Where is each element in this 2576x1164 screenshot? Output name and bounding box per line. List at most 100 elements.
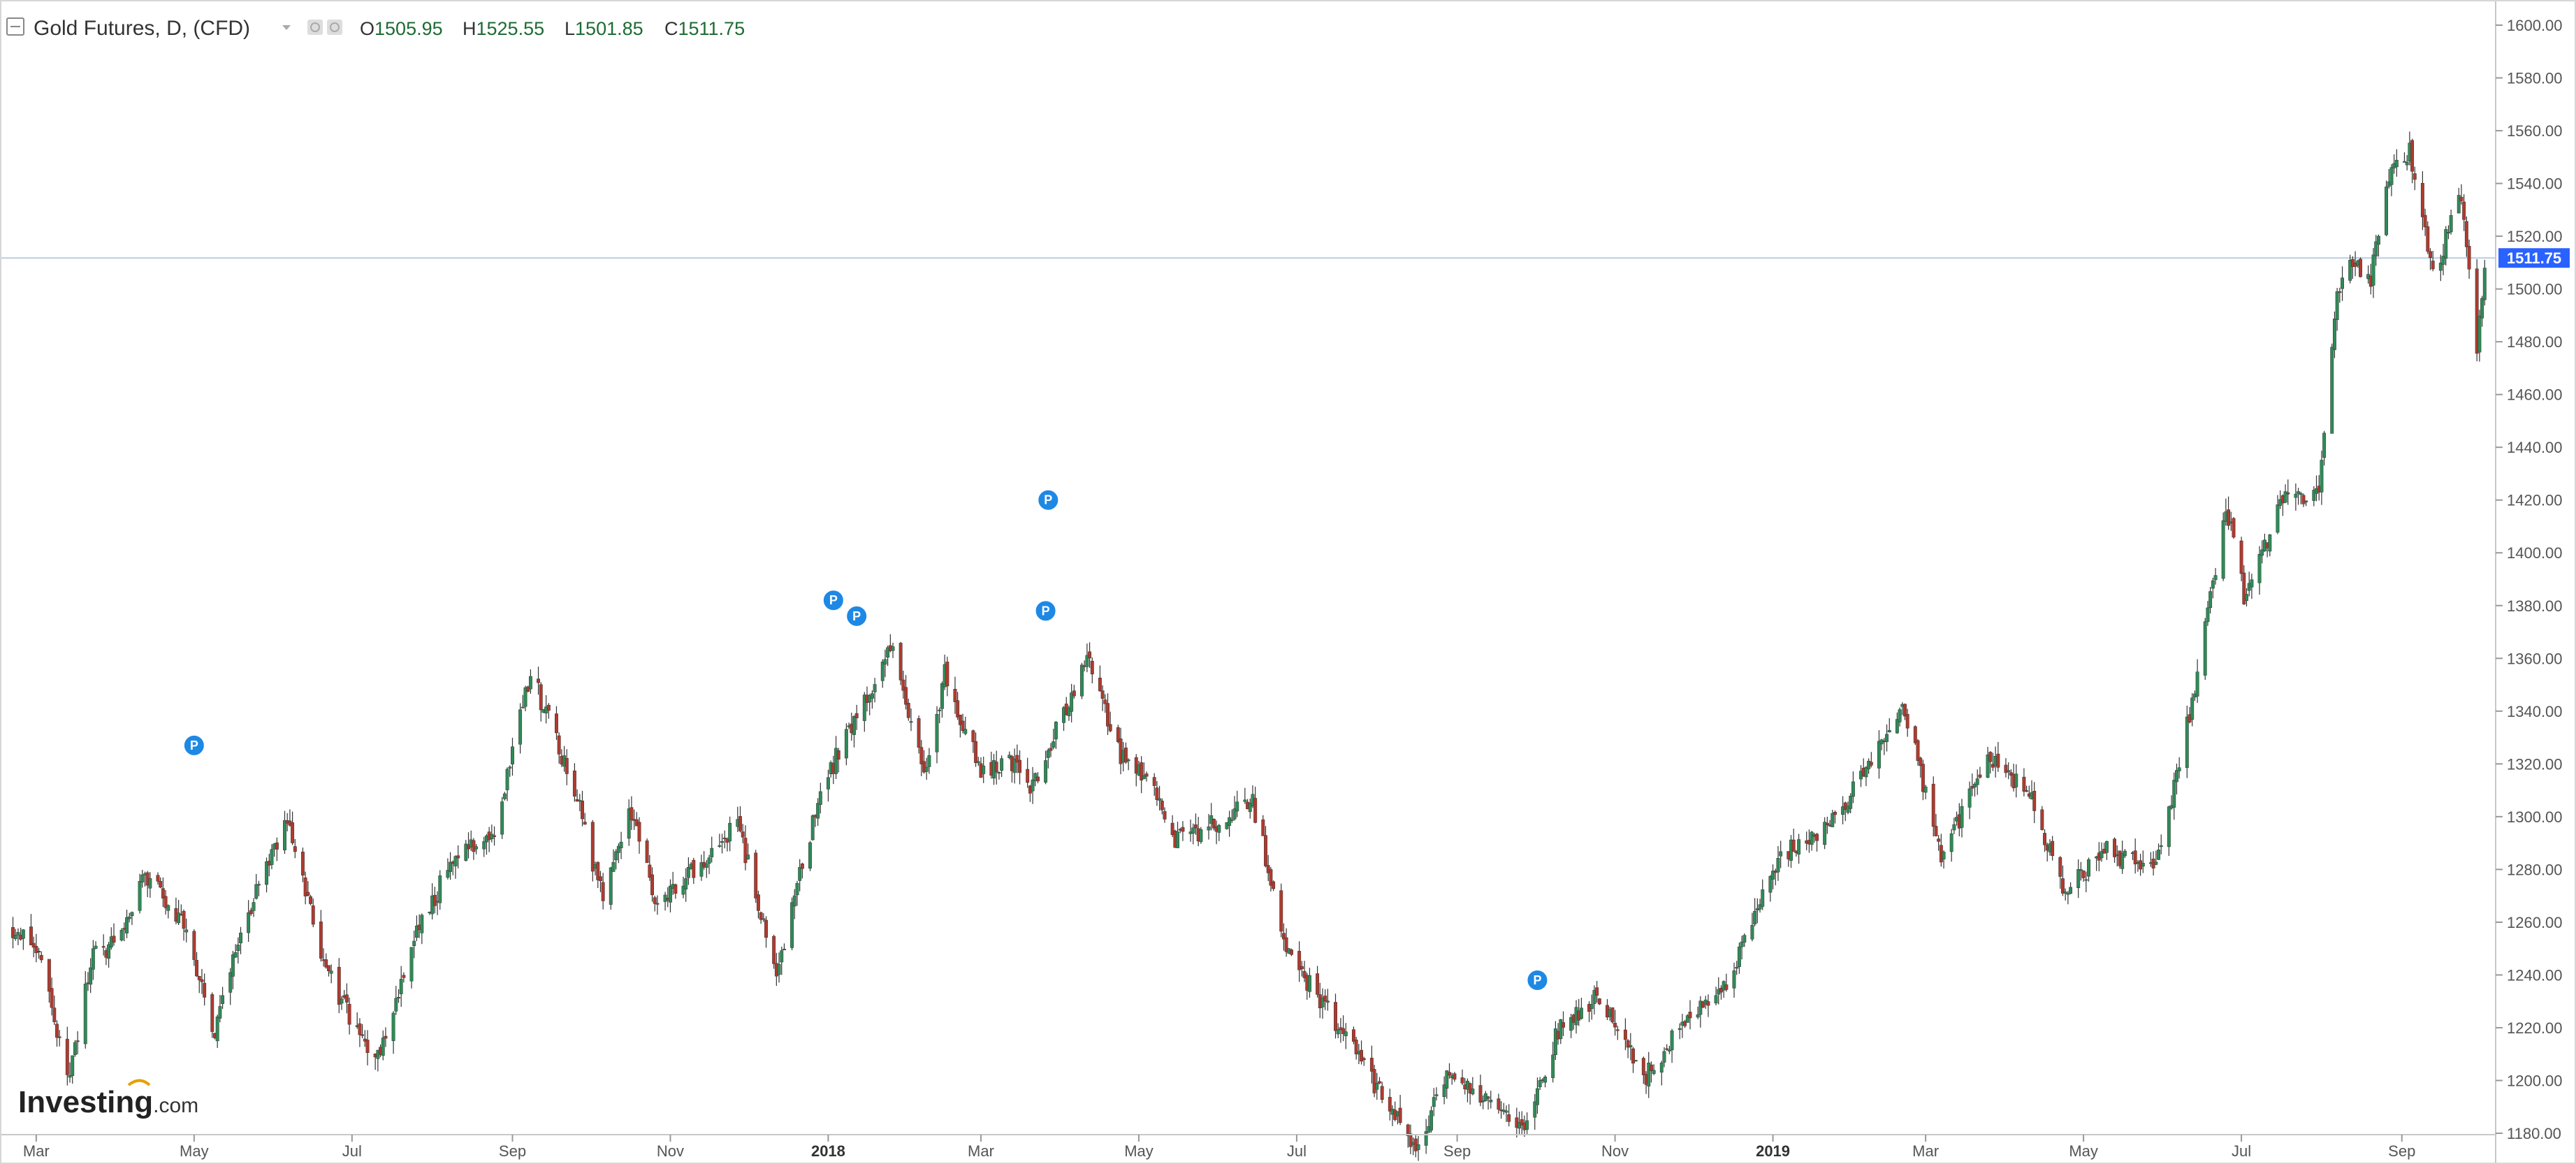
price-axis[interactable]: 1600.00 1580.00 1560.00 1540.00 1520.00 1500.…: [2496, 17, 2563, 1142]
p-marker-label: P: [190, 739, 198, 752]
candle-body: [1398, 1107, 1402, 1123]
candle-body: [1934, 826, 1938, 836]
candle-body: [1740, 941, 1744, 947]
candle-body: [834, 748, 838, 774]
candle-body: [2087, 859, 2090, 877]
candle-body: [722, 837, 727, 839]
candle-body: [681, 885, 685, 895]
p-marker-label: P: [1042, 604, 1050, 618]
candle-body: [2283, 491, 2287, 503]
candle-body: [1279, 890, 1283, 932]
candle-body: [2312, 490, 2316, 501]
settings-icon[interactable]: [307, 20, 323, 35]
candle-body: [2335, 291, 2339, 320]
candle-body: [73, 1042, 77, 1055]
candle-body: [2061, 878, 2065, 894]
candle-body: [581, 801, 584, 820]
p-marker[interactable]: P: [1037, 488, 1060, 511]
candle-body: [555, 713, 558, 734]
candle-body: [1797, 839, 1801, 854]
candle-body: [239, 932, 242, 944]
last-price-label: 1511.75: [2507, 249, 2561, 267]
y-tick-label: 1360.00: [2507, 650, 2563, 667]
candle-body: [539, 684, 543, 711]
candle-body: [746, 854, 750, 859]
candle-body: [1372, 1069, 1376, 1093]
p-marker[interactable]: P: [1034, 599, 1057, 623]
candle-body: [2446, 232, 2450, 234]
candle-body: [1442, 1084, 1446, 1098]
candle-body: [2221, 520, 2225, 579]
candle-body: [1300, 966, 1304, 969]
candle-body: [2177, 767, 2181, 771]
candle-body: [1080, 664, 1084, 697]
y-tick-label: 1280.00: [2507, 861, 2563, 878]
candle-body: [1952, 824, 1956, 831]
candle-body: [1755, 908, 1759, 911]
candle-body: [961, 720, 965, 732]
candle-body: [1378, 1081, 1381, 1084]
candle-body: [2420, 182, 2424, 217]
candle-body: [1448, 1072, 1451, 1076]
candle-body: [412, 940, 416, 947]
p-marker-label: P: [829, 593, 838, 607]
candle-body: [101, 946, 105, 948]
gear-icon: [310, 22, 320, 32]
p-marker[interactable]: P: [822, 589, 845, 612]
p-marker-label: P: [852, 609, 861, 623]
candle-body: [2009, 772, 2013, 776]
candle-body: [420, 915, 424, 933]
candle-body: [1701, 1001, 1705, 1008]
p-marker[interactable]: P: [182, 734, 205, 757]
candle-body: [57, 1036, 61, 1038]
candle-body: [2195, 671, 2199, 697]
candle-body: [138, 881, 142, 911]
candle-body: [1155, 787, 1159, 800]
candle-body: [2133, 850, 2137, 865]
p-marker[interactable]: P: [845, 604, 868, 627]
candle-body: [215, 1017, 219, 1042]
candle-body: [862, 694, 866, 721]
candle-body: [1191, 827, 1195, 834]
candle-body: [2260, 549, 2264, 556]
candle-body: [1869, 762, 1873, 766]
candle-body: [1779, 851, 1783, 857]
candle-body: [873, 684, 877, 692]
y-tick-label: 1540.00: [2507, 175, 2563, 193]
candle-body: [2208, 591, 2213, 609]
hide-series-icon[interactable]: [327, 20, 342, 35]
candle-body: [1996, 753, 2000, 768]
candle-body: [611, 861, 616, 872]
y-tick-label: 1600.00: [2507, 17, 2563, 34]
candle-body: [686, 867, 690, 878]
candle-body: [704, 864, 708, 868]
candle-body: [1281, 933, 1286, 940]
candle-body: [1026, 769, 1030, 783]
candle-body: [2066, 893, 2070, 895]
chevron-down-icon[interactable]: [282, 25, 291, 30]
candle-body: [291, 822, 295, 843]
candle-body: [472, 840, 476, 852]
candle-body: [2063, 892, 2067, 894]
candle-body: [904, 687, 908, 705]
time-axis[interactable]: Mar May Jul Sep Nov 2018 Mar May Jul Sep Nov 2019 Ma…: [23, 1135, 2415, 1160]
x-tick-label: 2018: [811, 1142, 845, 1160]
collapse-legend-button[interactable]: [6, 17, 24, 36]
candle-body: [1369, 1058, 1374, 1072]
candle-body: [518, 709, 523, 745]
candle-body: [2276, 504, 2280, 533]
candle-body: [2104, 841, 2109, 853]
candle-body: [1678, 1028, 1682, 1031]
candle-body: [156, 875, 160, 882]
candle-body: [1036, 776, 1040, 782]
candles-group: [11, 131, 2487, 1161]
candle-body: [508, 766, 512, 769]
candle-body: [927, 755, 931, 767]
candle-body: [1520, 1119, 1524, 1126]
p-marker[interactable]: P: [1526, 968, 1549, 991]
logo-text: Investing.com: [18, 1085, 198, 1119]
candle-body: [2332, 319, 2336, 350]
candle-body: [1623, 1029, 1627, 1040]
candle-body: [1610, 1007, 1615, 1023]
